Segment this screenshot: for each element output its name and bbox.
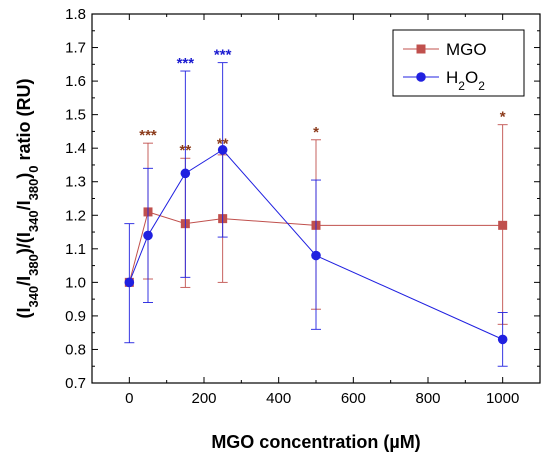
data-point [124,277,135,288]
series-layer [124,62,508,367]
y-axis: 0.7 0.8 0.9 1.0 1.1 1.2 1.3 1.4 1.5 1.6 1.7 1.8 [65,6,540,392]
legend-label: H2O2 [446,68,485,93]
significance-label: ** [217,136,229,153]
y-tick-label: 1.4 [65,140,86,157]
significance-annotations: ***** ******* *** [139,47,506,160]
legend-box [392,29,525,97]
y-tick-label: 1.8 [65,6,86,23]
legend-marker [416,44,426,54]
x-tick-label: 400 [266,390,291,407]
series-h2o2 [124,62,508,367]
y-tick-label: 1.1 [65,241,86,258]
x-tick-label: 600 [341,390,366,407]
y-tick-label: 0.7 [65,375,86,392]
data-point [217,145,228,155]
data-point [497,334,508,345]
data-point [311,250,321,261]
x-tick-label: 800 [415,390,440,407]
y-tick-label: 0.8 [65,341,86,358]
significance-label: * [500,109,506,126]
data-point [180,168,191,179]
y-tick-label: 1.7 [65,40,86,57]
y-tick-label: 1.5 [65,107,86,124]
significance-label: *** [177,55,195,72]
legend-label: MGO [446,40,487,59]
data-point [143,230,153,241]
x-axis: 0 200 400 600 800 1000 [125,14,519,407]
x-tick-label: 200 [191,390,216,407]
y-tick-label: 1.2 [65,207,86,224]
legend-marker [416,72,426,82]
x-tick-label: 1000 [486,390,519,407]
legend: MGO H2O2 [392,29,525,97]
y-tick-label: 1.6 [65,73,86,90]
significance-label: ** [179,142,191,159]
significance-label: *** [214,47,232,64]
y-tick-label: 1.0 [65,274,86,291]
series-line [128,211,503,283]
y-tick-label: 1.3 [65,174,86,191]
significance-label: * [313,124,319,141]
series-line [128,149,503,340]
y-tick-label: 0.9 [65,308,86,325]
data-point [498,220,508,230]
x-tick-label: 0 [125,390,133,407]
x-axis-title: MGO concentration (µM) [211,432,420,452]
significance-label: *** [139,127,157,144]
y-axis-title: (I340/I380)/(I340/I380)0 ratio (RU) [14,78,41,318]
